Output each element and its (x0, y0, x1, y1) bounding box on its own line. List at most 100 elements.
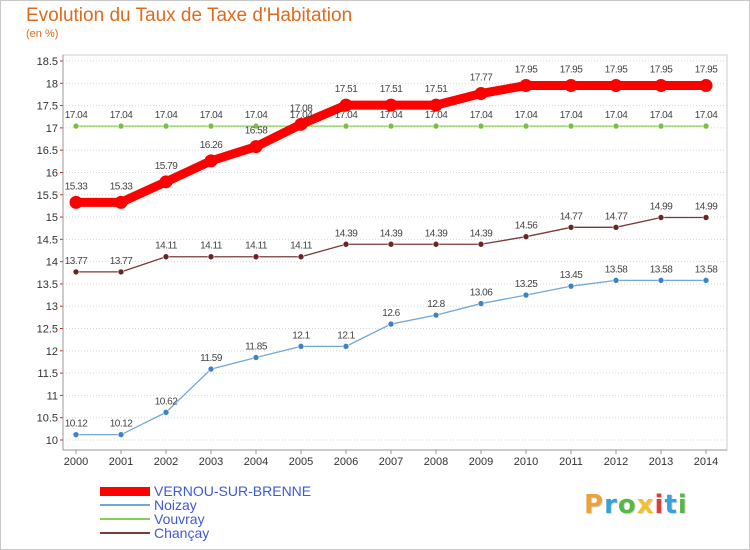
data-label: 10.12 (110, 419, 133, 430)
data-point (654, 79, 668, 93)
data-label: 17.04 (605, 110, 628, 121)
legend-swatch (100, 504, 150, 506)
data-label: 15.33 (110, 181, 133, 192)
data-label: 17.04 (110, 110, 133, 121)
data-label: 17.04 (155, 110, 178, 121)
y-tick-label: 16.5 (37, 145, 58, 157)
logo-letter: i (677, 490, 688, 520)
data-label: 14.99 (650, 202, 673, 213)
data-label: 17.04 (335, 110, 358, 121)
data-point (387, 320, 395, 328)
data-point (297, 253, 305, 261)
x-tick-label: 2002 (154, 456, 178, 468)
chart-subtitle: (en %) (26, 28, 59, 40)
data-label: 12.1 (337, 330, 355, 341)
data-point (207, 253, 215, 261)
data-point (612, 122, 620, 130)
data-label: 14.56 (515, 221, 538, 232)
legend-item: Vouvray (100, 512, 311, 526)
x-tick-label: 2010 (514, 456, 538, 468)
data-point (162, 253, 170, 261)
data-labels-layer: 15.33 15.33 15.79 16.26 16.58 17.08 17.51 17.51… (65, 65, 719, 430)
data-point (159, 175, 173, 189)
data-label: 11.59 (200, 353, 223, 364)
data-point (702, 214, 710, 221)
x-tick-label: 2001 (109, 456, 133, 468)
legend-swatch (100, 532, 150, 534)
data-point (477, 240, 485, 248)
data-label: 10.62 (155, 396, 178, 407)
data-point (432, 311, 440, 319)
data-label: 13.77 (110, 256, 133, 267)
data-point (249, 140, 263, 154)
data-label: 17.04 (245, 110, 268, 121)
logo-letter: o (617, 490, 637, 520)
data-label: 14.39 (380, 228, 403, 239)
data-point (117, 268, 125, 276)
data-label: 17.04 (380, 110, 403, 121)
data-label: 13.58 (650, 264, 673, 275)
data-label: 14.11 (290, 241, 313, 252)
data-point (702, 122, 710, 130)
data-point (207, 365, 215, 373)
data-label: 17.08 (290, 103, 313, 114)
data-point (69, 195, 83, 209)
data-point (477, 122, 485, 130)
data-label: 17.04 (515, 110, 538, 121)
data-point (567, 224, 575, 231)
legend-label: Noizay (154, 497, 197, 513)
data-label: 12.6 (382, 308, 400, 319)
data-label: 17.04 (65, 110, 88, 121)
y-axis: 10 10.5 11 11.5 12 12.5 13 13.5 14 14.5 15 15.5 16 16… (37, 55, 64, 450)
logo-letter: i (654, 490, 665, 520)
data-label: 16.58 (245, 126, 268, 137)
data-point (117, 122, 125, 130)
data-point (297, 343, 305, 350)
data-point (612, 224, 620, 231)
logo-letter: r (604, 490, 618, 520)
data-point (432, 240, 440, 248)
data-label: 14.99 (695, 202, 718, 213)
data-label: 14.77 (560, 211, 583, 222)
data-point (252, 253, 260, 261)
data-point (699, 79, 713, 93)
data-point (114, 195, 128, 209)
data-label: 15.33 (65, 181, 88, 192)
data-label: 17.04 (290, 110, 313, 121)
legend-item: Noizay (100, 498, 311, 512)
data-label: 17.04 (425, 110, 448, 121)
data-point (342, 240, 350, 248)
data-label: 14.11 (245, 241, 268, 252)
x-tick-label: 2006 (334, 456, 358, 468)
data-point (384, 98, 398, 112)
x-tick-label: 2004 (244, 456, 268, 468)
data-point (162, 409, 170, 416)
data-point (474, 87, 488, 101)
y-tick-label: 14.5 (37, 234, 58, 246)
y-tick-label: 17.5 (37, 101, 58, 113)
data-point (657, 214, 665, 221)
y-tick-label: 15.5 (37, 190, 58, 202)
data-point (657, 277, 665, 284)
data-label: 17.04 (560, 110, 583, 121)
data-label: 12.1 (292, 330, 310, 341)
data-point (522, 291, 530, 299)
data-label: 17.04 (650, 110, 673, 121)
data-label: 12.8 (427, 299, 445, 310)
data-label: 10.12 (65, 419, 88, 430)
y-tick-label: 16 (46, 167, 58, 179)
data-label: 13.25 (515, 279, 538, 290)
data-point (72, 122, 80, 130)
data-label: 14.39 (335, 228, 358, 239)
data-point (567, 122, 575, 130)
x-tick-label: 2011 (559, 456, 583, 468)
data-label: 13.06 (470, 288, 493, 299)
x-tick-label: 2013 (649, 456, 673, 468)
x-tick-label: 2014 (694, 456, 718, 468)
data-point (387, 122, 395, 130)
data-point (429, 98, 443, 112)
y-tick-label: 13 (46, 301, 58, 313)
proxiti-logo: Proxiti (584, 490, 688, 520)
x-tick-label: 2009 (469, 456, 493, 468)
